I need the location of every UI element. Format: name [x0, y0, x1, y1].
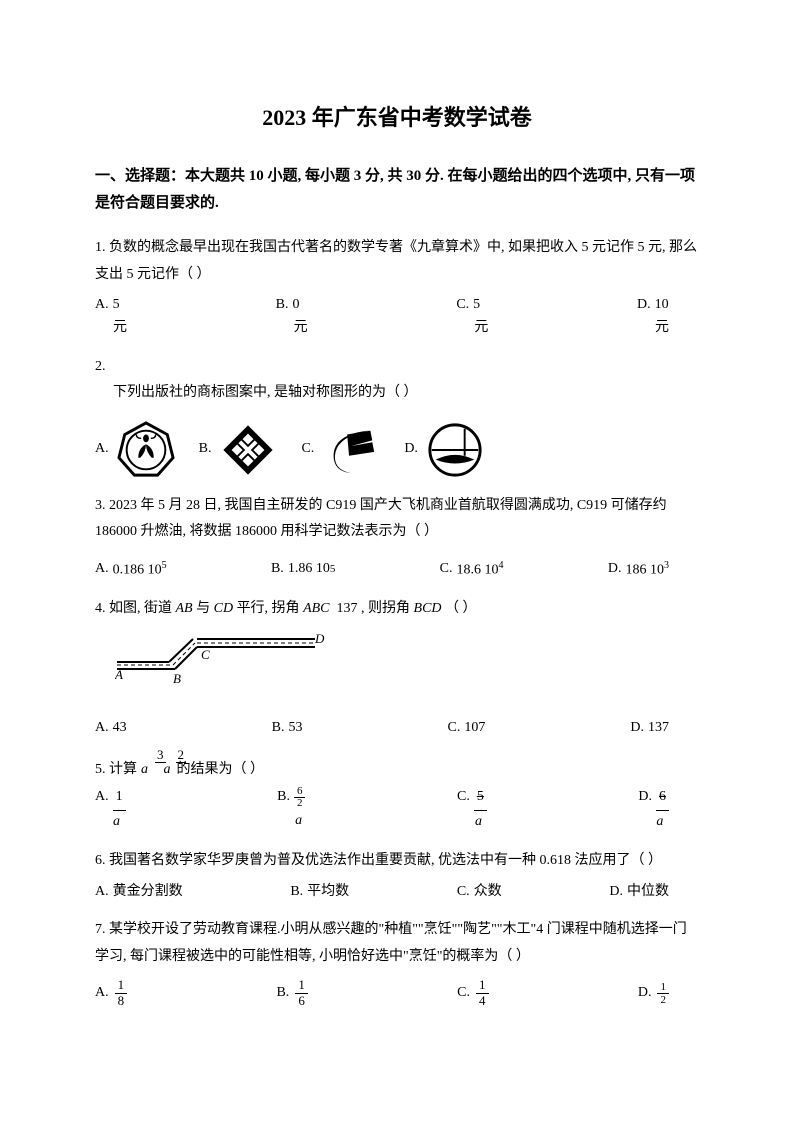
question-2: 2. 下列出版社的商标图案中, 是轴对称图形的为（ ） A. B.: [95, 354, 699, 479]
q3-opt-b: B. 1.86 105: [271, 556, 335, 584]
q5-options: A. 1 a B. 6 2 a C. 5 a D. 6 a: [95, 784, 699, 836]
q4-options: A. 43 B. 53 C. 107 D. 137: [95, 715, 699, 742]
q5-opt-b: B. 6 2 a: [277, 784, 305, 836]
q1-text: 1. 负数的概念最早出现在我国古代著名的数学专著《九章算术》中, 如果把收入 5…: [95, 235, 699, 288]
q6-opt-b: B. 平均数: [290, 879, 349, 906]
q4-diagram: A B C D: [115, 629, 699, 710]
q6-text: 6. 我国著名数学家华罗庚曾为普及优选法作出重要贡献, 优选法中有一种 0.61…: [95, 848, 699, 875]
logo-a-icon: [117, 421, 175, 479]
question-3: 3. 2023 年 5 月 28 日, 我国自主研发的 C919 国产大飞机商业…: [95, 493, 699, 584]
q5-opt-c: C. 5 a: [457, 784, 487, 836]
q7-opt-b: B. 16: [276, 978, 307, 1008]
q6-opt-c: C. 众数: [457, 879, 502, 906]
q3-opt-a: A. 0.186 105: [95, 556, 167, 584]
q2-num: 2.: [95, 354, 699, 381]
q1-opt-a: A. 5 元: [95, 292, 127, 341]
q1-options: A. 5 元 B. 0 元 C. 5 元 D. 10 元: [95, 292, 699, 341]
q1-opt-d: D. 10 元: [637, 292, 669, 341]
question-4: 4. 如图, 街道 AB 与 CD 平行, 拐角 ABC 137 , 则拐角 B…: [95, 596, 699, 742]
logo-b-icon: [219, 421, 277, 479]
label-b: B: [173, 671, 181, 686]
logo-d-icon: [426, 421, 484, 479]
q3-opt-d: D. 186 103: [608, 556, 669, 584]
q4-text: 4. 如图, 街道 AB 与 CD 平行, 拐角 ABC 137 , 则拐角 B…: [95, 596, 699, 623]
q6-opt-a: A. 黄金分割数: [95, 879, 183, 906]
q1-opt-c: C. 5 元: [456, 292, 488, 341]
q2-logos: A. B. C.: [95, 421, 699, 479]
label-c: C: [201, 647, 210, 662]
exam-title: 2023 年广东省中考数学试卷: [95, 100, 699, 135]
q2-opt-b: B.: [199, 421, 278, 479]
q1-opt-b: B. 0 元: [276, 292, 308, 341]
q7-opt-c: C. 14: [457, 978, 488, 1008]
q3-text: 3. 2023 年 5 月 28 日, 我国自主研发的 C919 国产大飞机商业…: [95, 493, 699, 546]
q2-opt-d: D.: [404, 421, 484, 479]
q6-options: A. 黄金分割数 B. 平均数 C. 众数 D. 中位数: [95, 879, 699, 906]
question-1: 1. 负数的概念最早出现在我国古代著名的数学专著《九章算术》中, 如果把收入 5…: [95, 235, 699, 341]
question-6: 6. 我国著名数学家华罗庚曾为普及优选法作出重要贡献, 优选法中有一种 0.61…: [95, 848, 699, 905]
q5-opt-a: A. 1 a: [95, 784, 126, 836]
question-5: 3 2 5. 计算 a a 的结果为（ ） A. 1 a B. 6 2 a C.…: [95, 754, 699, 836]
question-7: 7. 某学校开设了劳动教育课程.小明从感兴趣的"种植""烹饪""陶艺""木工"4…: [95, 917, 699, 1008]
q7-text: 7. 某学校开设了劳动教育课程.小明从感兴趣的"种植""烹饪""陶艺""木工"4…: [95, 917, 699, 970]
q4-opt-b: B. 53: [272, 715, 303, 742]
label-d: D: [314, 631, 325, 646]
section-header: 一、选择题：本大题共 10 小题, 每小题 3 分, 共 30 分. 在每小题给…: [95, 163, 699, 217]
q7-opt-a: A. 18: [95, 978, 127, 1008]
q3-opt-c: C. 18.6 104: [440, 556, 504, 584]
q4-opt-d: D. 137: [630, 715, 669, 742]
q4-opt-c: C. 107: [448, 715, 486, 742]
logo-c-icon: [322, 421, 380, 479]
q7-opt-d: D. 12: [638, 980, 669, 1007]
q2-opt-a: A.: [95, 421, 175, 479]
q2-opt-c: C.: [301, 421, 380, 479]
q4-opt-a: A. 43: [95, 715, 127, 742]
q5-text-row: 5. 计算 a a 的结果为（ ）: [95, 757, 699, 784]
label-a: A: [115, 667, 123, 682]
q5-opt-d: D. 6 a: [638, 784, 669, 836]
q3-options: A. 0.186 105 B. 1.86 105 C. 18.6 104 D. …: [95, 556, 699, 584]
q6-opt-d: D. 中位数: [609, 879, 669, 906]
q2-text: 下列出版社的商标图案中, 是轴对称图形的为（ ）: [95, 380, 699, 407]
q7-options: A. 18 B. 16 C. 14 D. 12: [95, 978, 699, 1008]
